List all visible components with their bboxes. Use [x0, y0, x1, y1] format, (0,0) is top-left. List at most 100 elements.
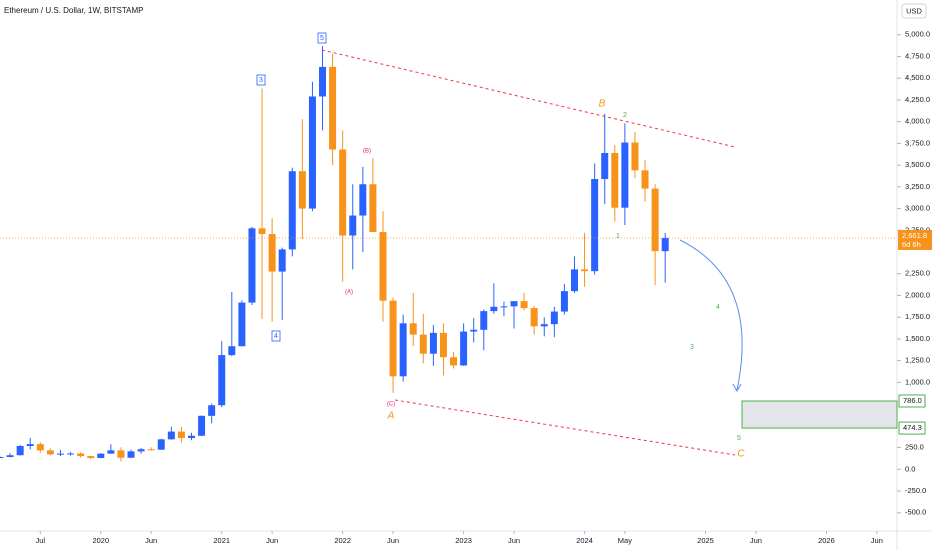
candle-body — [530, 308, 538, 327]
wave-label: 3 — [690, 344, 694, 351]
wave-label: C — [737, 449, 745, 460]
candle-body — [147, 449, 155, 451]
candle-body — [87, 456, 95, 458]
y-tick-label: 0.0 — [905, 464, 915, 473]
wave-box — [256, 74, 266, 86]
trendline — [321, 49, 736, 148]
candle-body — [570, 269, 578, 292]
x-tick-label: 2022 — [334, 536, 351, 545]
candle-body — [500, 306, 508, 308]
candle-body — [439, 332, 447, 358]
candle-body — [298, 171, 306, 209]
y-tick-label: 2,250.0 — [905, 269, 930, 278]
wave-label: 3 — [259, 77, 263, 84]
x-tick-label: Jun — [387, 536, 399, 545]
candle-body — [450, 357, 458, 366]
candle-body — [46, 450, 54, 455]
x-tick-label: Jun — [750, 536, 762, 545]
y-tick-label: 2,750.0 — [905, 225, 930, 234]
candle-body — [167, 431, 175, 440]
y-tick-label: -500.0 — [905, 508, 926, 517]
zone-label: 474.3 — [903, 423, 922, 432]
y-tick-label: 1,750.0 — [905, 312, 930, 321]
last-price-tag — [898, 229, 932, 250]
candle-body — [248, 228, 256, 303]
zone-tag — [898, 394, 926, 408]
countdown: 6d 6h — [902, 240, 921, 249]
candle-body — [641, 170, 649, 189]
y-tick-label: 4,500.0 — [905, 73, 930, 82]
candle-body — [319, 66, 327, 97]
candle-body — [56, 453, 64, 455]
wave-label: 5 — [320, 35, 324, 42]
y-tick-label: 1,500.0 — [905, 334, 930, 343]
candle-body — [258, 228, 266, 235]
y-tick-label: 1,000.0 — [905, 377, 930, 386]
y-tick-label: 250.0 — [905, 443, 924, 452]
candle-body — [480, 311, 488, 330]
wave-box — [317, 32, 327, 44]
zone-label: 786.0 — [903, 396, 922, 405]
x-tick-label: Jun — [871, 536, 883, 545]
x-tick-label: Jul — [36, 536, 46, 545]
projection-arrow — [679, 239, 743, 391]
candle-body — [308, 96, 316, 209]
y-tick-label: 3,500.0 — [905, 160, 930, 169]
wave-label: 4 — [274, 333, 278, 340]
arrow-head — [732, 383, 742, 393]
wave-label: (A) — [345, 290, 353, 296]
candle-body — [6, 455, 14, 458]
candle-body — [0, 457, 4, 459]
candle-body — [77, 453, 85, 457]
wave-label: 5 — [737, 435, 741, 442]
currency[interactable]: USD — [906, 6, 922, 15]
candle-body — [631, 142, 639, 171]
candle-body — [379, 232, 387, 301]
candle-body — [661, 237, 669, 252]
candle-body — [460, 331, 468, 366]
candle-body — [369, 184, 377, 233]
candle-body — [490, 306, 498, 312]
wave-label: (C) — [387, 402, 395, 408]
candle-body — [560, 291, 568, 312]
candle-body — [268, 234, 276, 272]
candle-body — [187, 435, 195, 439]
y-tick-label: 4,250.0 — [905, 95, 930, 104]
currency-button[interactable] — [901, 3, 927, 19]
x-tick-label: 2026 — [818, 536, 835, 545]
candle-body — [238, 302, 246, 347]
candle-body — [107, 450, 115, 454]
y-tick-label: 3,000.0 — [905, 204, 930, 213]
candle-body — [67, 453, 75, 455]
wave-label: 2 — [623, 112, 627, 119]
candle-body — [359, 184, 367, 216]
candle-body — [157, 439, 165, 450]
candle-body — [399, 323, 407, 377]
candle-body — [651, 188, 659, 252]
candle-body — [470, 329, 478, 332]
x-tick-label: Jun — [266, 536, 278, 545]
candle-body — [429, 332, 437, 354]
candle-body — [540, 324, 548, 327]
y-tick-label: -250.0 — [905, 486, 926, 495]
candle-body — [520, 301, 528, 309]
candle-body — [278, 249, 286, 272]
y-tick-label: 4,750.0 — [905, 51, 930, 60]
x-tick-label: 2025 — [697, 536, 714, 545]
x-tick-label: 2023 — [455, 536, 472, 545]
x-tick-label: 2020 — [92, 536, 109, 545]
target-zone — [741, 400, 898, 429]
y-tick-label: 1,250.0 — [905, 356, 930, 365]
candle-body — [550, 311, 558, 325]
x-tick-label: Jun — [145, 536, 157, 545]
candle-body — [419, 334, 427, 354]
candle-body — [581, 269, 589, 272]
candle-body — [26, 444, 34, 447]
candle-body — [16, 446, 24, 456]
wave-label: (B) — [363, 149, 371, 155]
x-tick-label: 2021 — [213, 536, 230, 545]
wave-label: B — [599, 99, 606, 110]
candle-body — [591, 179, 599, 272]
